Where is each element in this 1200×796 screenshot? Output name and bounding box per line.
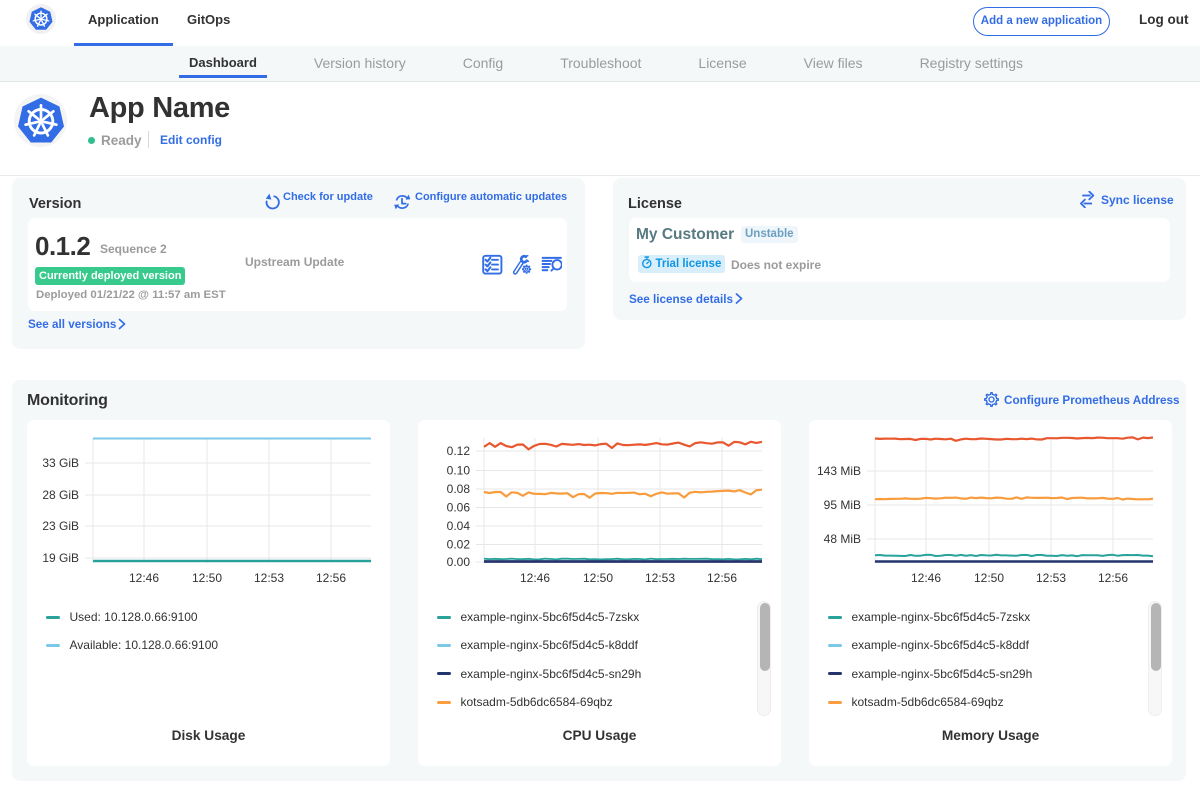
svg-text:23 GiB: 23 GiB — [42, 519, 79, 533]
svg-text:143 MiB: 143 MiB — [817, 464, 861, 478]
svg-text:0.08: 0.08 — [447, 482, 471, 496]
svg-text:12:46: 12:46 — [129, 571, 159, 585]
svg-text:0.10: 0.10 — [447, 464, 471, 478]
svg-text:12:46: 12:46 — [520, 571, 550, 585]
svg-text:95 MiB: 95 MiB — [824, 498, 861, 512]
svg-text:12:56: 12:56 — [1098, 571, 1128, 585]
svg-text:12:53: 12:53 — [1036, 571, 1066, 585]
svg-text:12:56: 12:56 — [707, 571, 737, 585]
svg-text:12:53: 12:53 — [645, 571, 675, 585]
svg-text:0.04: 0.04 — [447, 519, 471, 533]
svg-text:0.00: 0.00 — [447, 555, 471, 569]
svg-text:12:50: 12:50 — [974, 571, 1004, 585]
svg-text:28 GiB: 28 GiB — [42, 488, 79, 502]
svg-text:12:56: 12:56 — [316, 571, 346, 585]
svg-text:48 MiB: 48 MiB — [824, 532, 861, 546]
svg-text:0.12: 0.12 — [447, 444, 471, 458]
svg-text:12:46: 12:46 — [911, 571, 941, 585]
svg-text:19 GiB: 19 GiB — [42, 551, 79, 565]
svg-text:12:50: 12:50 — [192, 571, 222, 585]
svg-text:0.02: 0.02 — [447, 538, 471, 552]
svg-text:12:50: 12:50 — [583, 571, 613, 585]
svg-text:33 GiB: 33 GiB — [42, 456, 79, 470]
svg-text:0.06: 0.06 — [447, 501, 471, 515]
svg-text:12:53: 12:53 — [254, 571, 284, 585]
